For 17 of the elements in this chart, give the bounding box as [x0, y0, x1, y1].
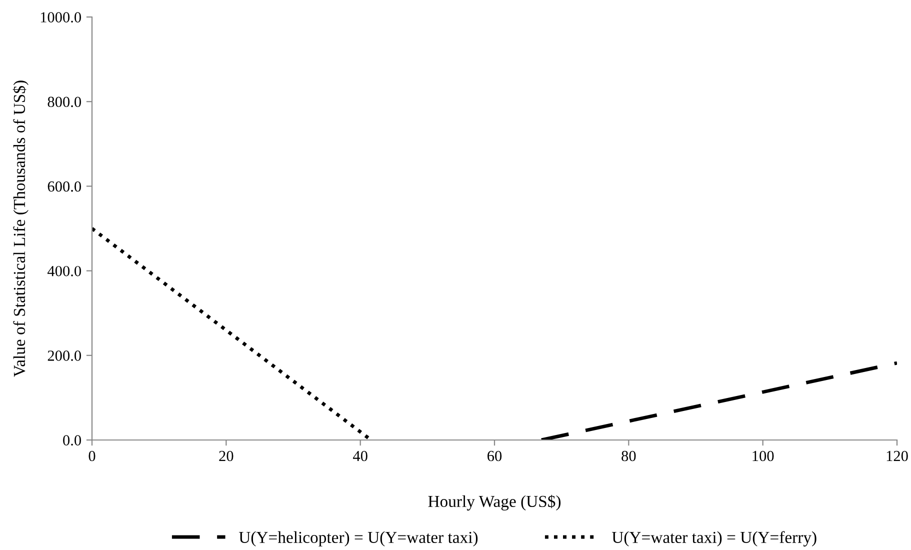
- x-tick-label: 80: [622, 450, 636, 462]
- y-tick-label: 1000.0: [40, 12, 81, 23]
- x-axis-title: Hourly Wage (US$): [428, 494, 561, 510]
- x-tick-label: 120: [886, 450, 908, 462]
- y-tick-label: 0.0: [63, 435, 81, 446]
- legend-label: U(Y=helicopter) = U(Y=water taxi): [238, 531, 478, 546]
- x-tick-label: 40: [352, 450, 368, 462]
- y-tick-label: 200.0: [48, 350, 81, 361]
- legend-label: U(Y=water taxi) = U(Y=ferry): [612, 531, 816, 546]
- y-tick-label: 400.0: [48, 266, 81, 276]
- x-tick-label: 20: [219, 450, 234, 462]
- x-tick-label: 60: [488, 450, 502, 462]
- y-tick-label: 800.0: [48, 96, 81, 108]
- y-axis-title: Value of Statistical Life (Thousands of US$): [12, 80, 28, 377]
- y-tick-label: 600.0: [48, 181, 81, 192]
- x-tick-label: 0: [88, 450, 96, 462]
- x-tick-label: 100: [752, 450, 774, 462]
